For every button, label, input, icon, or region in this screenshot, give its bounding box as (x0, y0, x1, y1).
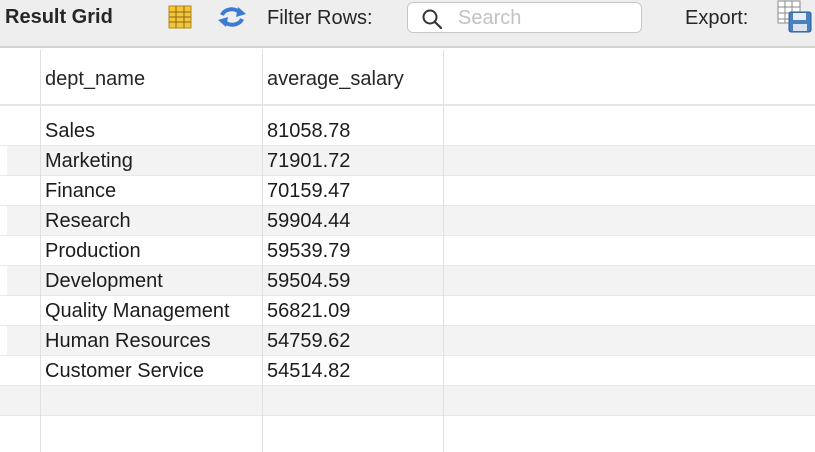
filter-rows-label: Filter Rows: (267, 7, 373, 29)
result-grid-title: Result Grid (5, 6, 113, 28)
cell-dept-name[interactable]: Customer Service (45, 360, 204, 382)
result-grid[interactable]: dept_name average_salary Sales 81058.78 … (0, 50, 815, 452)
row-selector[interactable] (0, 296, 7, 325)
cell-dept-name[interactable]: Quality Management (45, 300, 230, 322)
cell-average-salary[interactable]: 59504.59 (267, 270, 351, 292)
cell-average-salary[interactable]: 81058.78 (267, 120, 351, 142)
row-selector[interactable] (0, 206, 7, 235)
cell-average-salary[interactable]: 71901.72 (267, 150, 351, 172)
row-selector[interactable] (0, 326, 7, 355)
cell-average-salary[interactable]: 56821.09 (267, 300, 351, 322)
column-divider (40, 50, 41, 452)
cell-average-salary[interactable]: 54514.82 (267, 360, 351, 382)
table-row[interactable]: Quality Management 56821.09 (0, 296, 815, 326)
table-row[interactable]: Development 59504.59 (0, 266, 815, 296)
table-row[interactable]: Finance 70159.47 (0, 176, 815, 206)
row-selector[interactable] (0, 356, 7, 385)
table-row[interactable]: Sales 81058.78 (0, 116, 815, 146)
table-row[interactable]: Marketing 71901.72 (0, 146, 815, 176)
search-input[interactable] (458, 7, 633, 29)
empty-row (0, 386, 815, 416)
empty-row (0, 416, 815, 446)
result-grid-toolbar: Result Grid Filter Rows: Export: (0, 0, 815, 48)
table-row[interactable]: Human Resources 54759.62 (0, 326, 815, 356)
row-selector[interactable] (0, 266, 7, 295)
cell-dept-name[interactable]: Sales (45, 120, 96, 142)
cell-dept-name[interactable]: Human Resources (45, 330, 211, 352)
cell-dept-name[interactable]: Development (45, 270, 163, 292)
refresh-icon[interactable] (216, 5, 248, 34)
cell-dept-name[interactable]: Research (45, 210, 131, 232)
export-label: Export: (685, 7, 749, 29)
row-selector[interactable] (0, 146, 7, 175)
table-row[interactable]: Research 59904.44 (0, 206, 815, 236)
cell-average-salary[interactable]: 54759.62 (267, 330, 351, 352)
cell-average-salary[interactable]: 59904.44 (267, 210, 351, 232)
column-header-average-salary[interactable]: average_salary (267, 68, 404, 90)
cell-average-salary[interactable]: 70159.47 (267, 180, 351, 202)
cell-dept-name[interactable]: Marketing (45, 150, 133, 172)
column-divider (262, 50, 263, 452)
table-row[interactable]: Production 59539.79 (0, 236, 815, 266)
column-header-dept-name[interactable]: dept_name (45, 68, 146, 90)
row-selector[interactable] (0, 176, 7, 205)
column-divider (443, 50, 444, 452)
table-header: dept_name average_salary (0, 50, 815, 106)
grid-view-icon[interactable] (168, 5, 192, 34)
export-icon[interactable] (777, 0, 813, 39)
row-selector[interactable] (0, 116, 7, 145)
search-icon (422, 9, 443, 34)
cell-dept-name[interactable]: Production (45, 240, 141, 262)
row-selector[interactable] (0, 236, 7, 265)
cell-dept-name[interactable]: Finance (45, 180, 117, 202)
search-box[interactable] (407, 2, 642, 33)
cell-average-salary[interactable]: 59539.79 (267, 240, 351, 262)
table-row[interactable]: Customer Service 54514.82 (0, 356, 815, 386)
